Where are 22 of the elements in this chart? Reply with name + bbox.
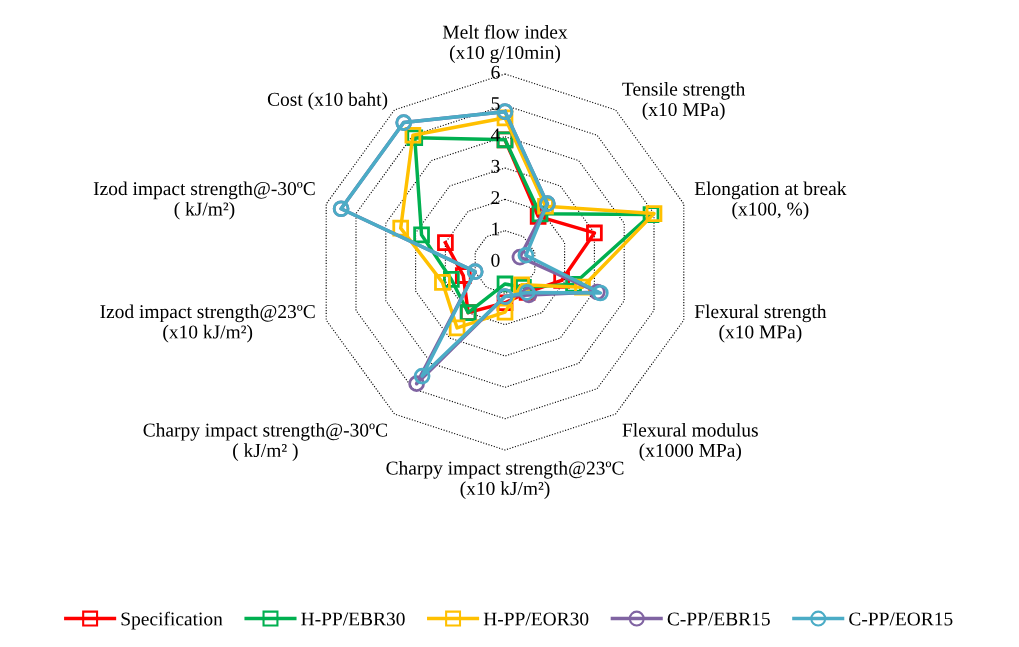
y-tick-label: 4	[490, 128, 500, 142]
y-tick-label: 6	[491, 65, 500, 79]
legend-label: C-PP/EOR15	[849, 612, 953, 626]
y-tick-label: 5	[491, 97, 500, 111]
y-tick-label: 0	[491, 253, 500, 267]
spoke-label: Tensile strength (x10 MPa)	[622, 82, 746, 121]
legend-label: C-PP/EBR15	[667, 612, 770, 626]
spoke-label: Melt flow index (x10 g/10min)	[442, 24, 568, 64]
legend-label: H-PP/EBR30	[301, 612, 405, 626]
spoke-label: Cost (x10 baht)	[267, 92, 388, 110]
spoke-label: Izod impact strength@-30ºC ( kJ/m²)	[93, 181, 315, 220]
spoke-label: Elongation at break (x100, %)	[694, 181, 847, 220]
y-tick-label: 3	[491, 159, 500, 173]
legend-label: Specification	[121, 611, 223, 630]
spoke-label: Flexural strength (x10 MPa)	[694, 304, 827, 343]
y-tick-label: 1	[492, 222, 500, 236]
legend-label: H-PP/EOR30	[483, 612, 589, 626]
spoke-label: Charpy impact strength@-30ºC ( kJ/m² )	[143, 422, 387, 461]
spoke-label: Charpy impact strength@23ºC (x10 kJ/m²)	[386, 460, 624, 499]
spoke-label: Izod impact strength@23ºC (x10 kJ/m²)	[100, 304, 315, 343]
spoke-label: Flexural modulus (x1000 MPa)	[622, 422, 758, 461]
y-tick-label: 2	[491, 191, 500, 205]
